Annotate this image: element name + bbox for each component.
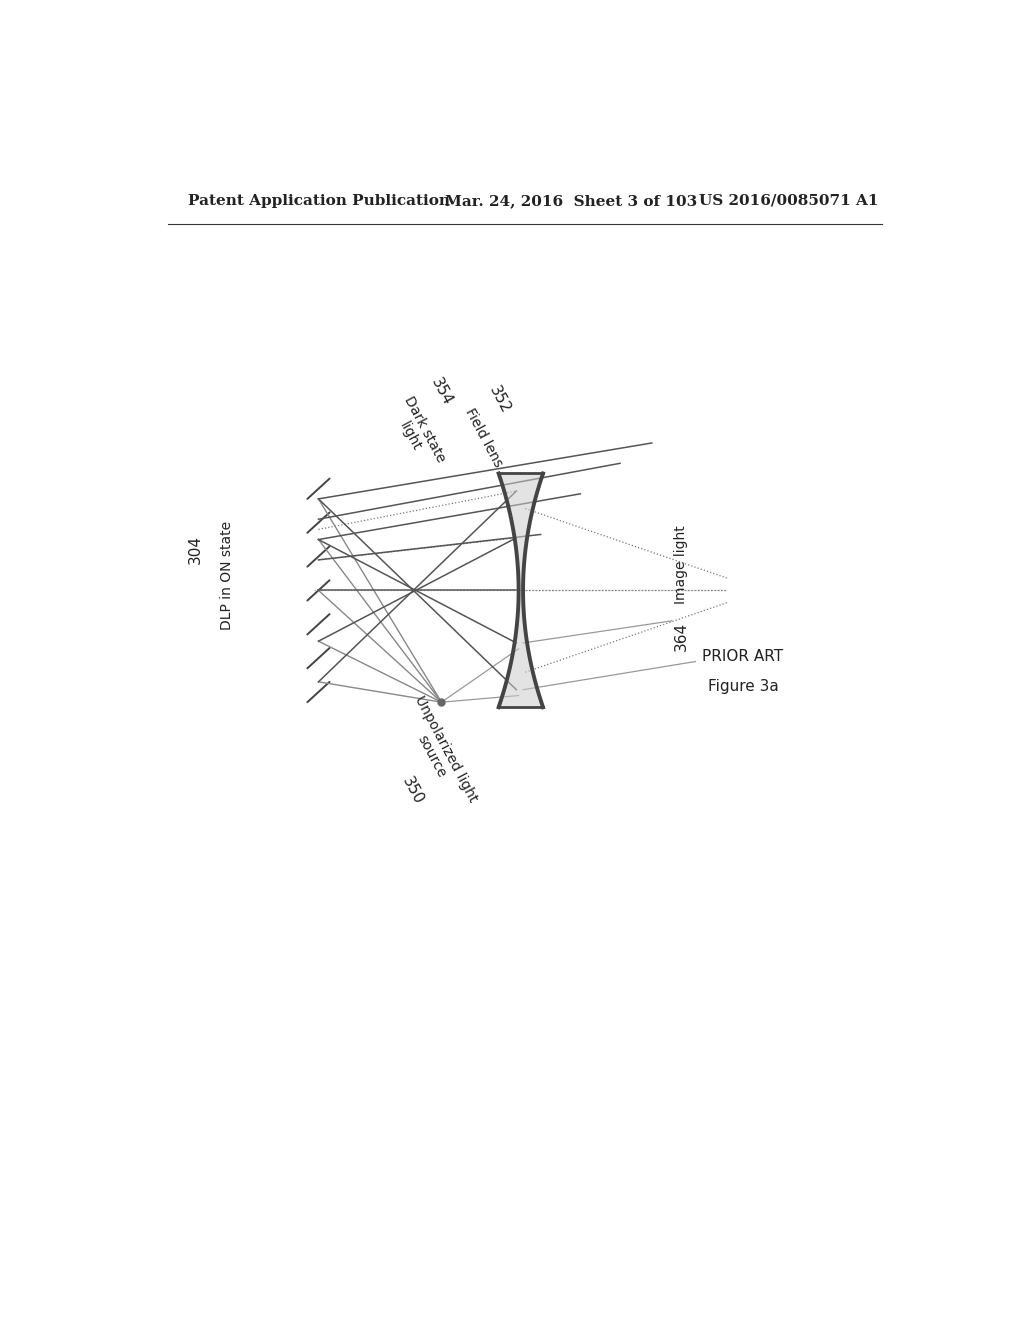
Text: DLP in ON state: DLP in ON state — [220, 520, 234, 630]
Text: Mar. 24, 2016  Sheet 3 of 103: Mar. 24, 2016 Sheet 3 of 103 — [445, 194, 697, 209]
Text: Field lens: Field lens — [462, 407, 505, 470]
Text: Patent Application Publication: Patent Application Publication — [187, 194, 450, 209]
Text: PRIOR ART: PRIOR ART — [702, 649, 783, 664]
Text: Figure 3a: Figure 3a — [708, 680, 778, 694]
Text: 350: 350 — [398, 775, 426, 807]
Text: 304: 304 — [188, 535, 203, 564]
Text: Image light: Image light — [674, 525, 688, 605]
Text: Unpolarized light
source: Unpolarized light source — [398, 693, 480, 812]
Text: Dark state
light: Dark state light — [387, 393, 449, 473]
Polygon shape — [499, 474, 543, 708]
Text: 364: 364 — [674, 622, 688, 651]
Text: 354: 354 — [428, 376, 455, 408]
Text: US 2016/0085071 A1: US 2016/0085071 A1 — [699, 194, 879, 209]
Text: 352: 352 — [486, 383, 513, 416]
